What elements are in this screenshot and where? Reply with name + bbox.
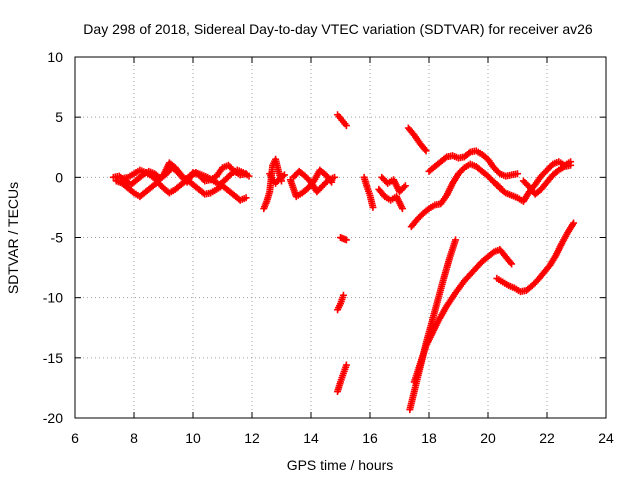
data-point-marker xyxy=(508,260,516,268)
series-track-c xyxy=(118,159,250,186)
data-point-marker xyxy=(342,236,350,244)
x-tick-label: 18 xyxy=(421,430,437,446)
y-tick-label: -5 xyxy=(51,230,64,246)
data-point-marker xyxy=(452,236,460,244)
y-tick-label: -10 xyxy=(43,290,63,306)
data-point-marker xyxy=(342,361,350,369)
x-tick-label: 24 xyxy=(598,430,614,446)
series-track-g xyxy=(289,167,339,196)
series-track-v xyxy=(493,219,578,296)
data-point-marker xyxy=(421,145,429,153)
data-point-marker xyxy=(401,182,409,190)
data-point-marker xyxy=(339,291,347,299)
x-tick-label: 12 xyxy=(244,430,260,446)
series-track-p xyxy=(407,160,504,231)
series-track-j xyxy=(334,291,347,314)
series-track-m xyxy=(375,185,406,213)
series-track-i xyxy=(337,234,350,244)
series-track-l xyxy=(360,173,377,211)
x-tick-label: 8 xyxy=(130,430,138,446)
data-point-marker xyxy=(331,173,339,181)
x-axis-title: GPS time / hours xyxy=(287,457,394,473)
series-track-u xyxy=(410,246,516,386)
chart-title: Day 298 of 2018, Sidereal Day-to-day VTE… xyxy=(83,21,593,37)
y-tick-label: 5 xyxy=(55,109,63,125)
data-point-marker xyxy=(342,122,350,130)
axis-ticks: 6 8 10 12 14 16 18 20 22 24 -20 -15 -10 -5 0 5 10 xyxy=(43,49,614,446)
data-point-marker xyxy=(567,158,575,166)
series-track-o xyxy=(404,124,430,155)
x-tick-label: 22 xyxy=(539,430,555,446)
data-point-marker xyxy=(398,205,406,213)
data-point-marker xyxy=(242,194,250,202)
x-tick-label: 6 xyxy=(71,430,79,446)
x-tick-label: 16 xyxy=(362,430,378,446)
series-track-k xyxy=(334,361,350,396)
series-track-q xyxy=(425,147,521,180)
y-tick-label: -20 xyxy=(43,410,63,426)
y-tick-label: 10 xyxy=(47,49,63,65)
series-track-s xyxy=(490,158,575,205)
data-points xyxy=(109,111,578,414)
series-track-e xyxy=(266,170,288,187)
x-tick-label: 20 xyxy=(480,430,496,446)
series-track-f xyxy=(286,166,336,201)
x-tick-label: 14 xyxy=(303,430,319,446)
series-track-b xyxy=(112,176,250,204)
series-track-n xyxy=(378,173,409,196)
data-point-marker xyxy=(242,170,250,178)
y-tick-label: -15 xyxy=(43,350,63,366)
data-point-marker xyxy=(279,172,287,180)
data-point-marker xyxy=(570,219,578,227)
y-tick-label: 0 xyxy=(55,169,63,185)
y-axis-title: SDTVAR / TECUs xyxy=(5,182,21,294)
x-tick-label: 10 xyxy=(185,430,201,446)
data-point-marker xyxy=(506,259,514,267)
data-point-marker xyxy=(422,147,430,155)
data-point-marker xyxy=(280,171,288,179)
series-track-h xyxy=(334,111,350,130)
data-point-marker xyxy=(369,203,377,211)
data-point-marker xyxy=(514,170,521,178)
data-point-marker xyxy=(400,183,408,191)
